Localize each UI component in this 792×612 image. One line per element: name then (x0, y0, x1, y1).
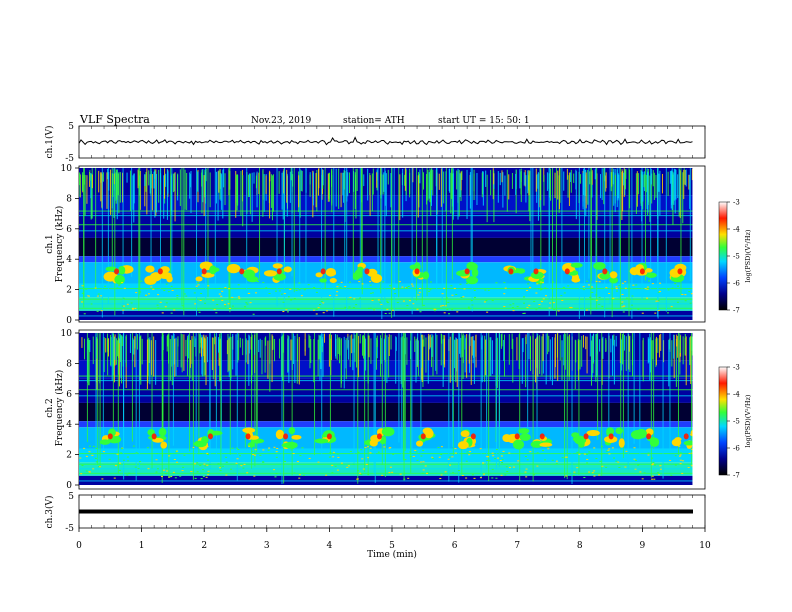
ch2-spectrogram-ytick: 4 (66, 420, 72, 430)
figure-title: VLF Spectra (79, 113, 150, 126)
ch1-spectrogram-ytick: 4 (66, 255, 72, 265)
ch2-spectrogram-image (79, 333, 693, 485)
ch1-ytick-top: 5 (68, 122, 74, 132)
ch1-colorbar-label: log(PSD)(V²/Hz) (744, 229, 752, 282)
time-xtick: 1 (139, 541, 145, 551)
time-xtick: 9 (640, 541, 646, 551)
ch1-colorbar: -3 -4 -5 -6 -7 log(PSD)(V²/Hz) (718, 199, 752, 315)
ch2-spectrogram-ytick: 6 (66, 390, 72, 400)
ch2-colorbar-tick: -6 (733, 445, 740, 453)
time-x-axis: 0 1 2 3 4 5 6 7 8 9 10 (76, 126, 711, 551)
ch1-frequency-ylabel: Frequency (kHz) (54, 206, 65, 283)
ch2-colorbar-label: log(PSD)(V²/Hz) (744, 394, 752, 447)
ch1-spectrogram-ytick: 0 (66, 316, 72, 326)
time-xtick: 7 (514, 541, 520, 551)
ch1-spectrogram-panel: 0 2 4 6 8 10 ch.1 Frequency (kHz) (45, 164, 706, 326)
ch2-spectrogram-panel: 0 2 4 6 8 10 ch.2 Frequency (kHz) (45, 329, 706, 491)
ch1-spectrogram-image (79, 168, 693, 320)
ch3-ytick-bottom: -5 (65, 524, 74, 534)
date-label: Nov.23, 2019 (251, 116, 312, 126)
ch2-spectrogram-ytick: 0 (66, 481, 72, 491)
start-time-label: start UT = 15: 50: 1 (438, 116, 530, 126)
ch3-voltage-ylabel: ch.3(V) (44, 496, 55, 529)
ch1-voltage-ylabel: ch.1(V) (44, 126, 55, 159)
ch1-ytick-bottom: -5 (65, 154, 74, 164)
ch1-colorbar-tick: -4 (733, 226, 740, 234)
ch2-colorbar-tick: -7 (733, 472, 740, 480)
ch2-colorbar-tick: -4 (733, 391, 740, 399)
ch1-waveform-panel: 5 -5 ch.1(V) (44, 122, 706, 164)
time-xtick: 3 (264, 541, 270, 551)
station-label: station= ATH (343, 116, 405, 126)
ch2-spectrogram-ytick: 10 (61, 329, 73, 339)
ch2-spectrogram-ytick: 8 (66, 359, 72, 369)
time-xlabel: Time (min) (367, 549, 417, 560)
ch2-spectrogram-ytick: 2 (66, 451, 72, 461)
ch2-colorbar-tick: -3 (733, 364, 740, 372)
ch1-waveform-line (78, 136, 693, 146)
ch1-spectrogram-ytick: 10 (61, 164, 73, 174)
ch1-colorbar-tick: -7 (733, 307, 740, 315)
ch2-channel-ylabel: ch.2 (45, 398, 55, 417)
ch2-frequency-ylabel: Frequency (kHz) (54, 370, 65, 447)
ch3-ytick-top: 5 (68, 492, 74, 502)
time-xtick: 4 (327, 541, 333, 551)
time-xtick: 10 (699, 541, 711, 551)
ch3-waveform-panel: 5 -5 ch.3(V) (44, 492, 706, 534)
ch1-colorbar-tick: -6 (733, 280, 740, 288)
time-xtick: 8 (577, 541, 583, 551)
ch2-colorbar: -3 -4 -5 -6 -7 log(PSD)(V²/Hz) (718, 364, 752, 480)
ch1-colorbar-tick: -3 (733, 199, 740, 207)
time-xtick: 5 (389, 541, 395, 551)
ch2-colorbar-tick: -5 (733, 418, 740, 426)
time-xtick: 0 (76, 541, 82, 551)
time-xtick: 6 (452, 541, 458, 551)
ch1-colorbar-tick: -5 (733, 253, 740, 261)
time-xtick: 2 (201, 541, 207, 551)
ch1-spectrogram-ytick: 6 (66, 225, 72, 235)
ch1-spectrogram-ytick: 2 (66, 286, 72, 296)
ch1-spectrogram-ytick: 8 (66, 194, 72, 204)
ch1-channel-ylabel: ch.1 (45, 234, 55, 253)
